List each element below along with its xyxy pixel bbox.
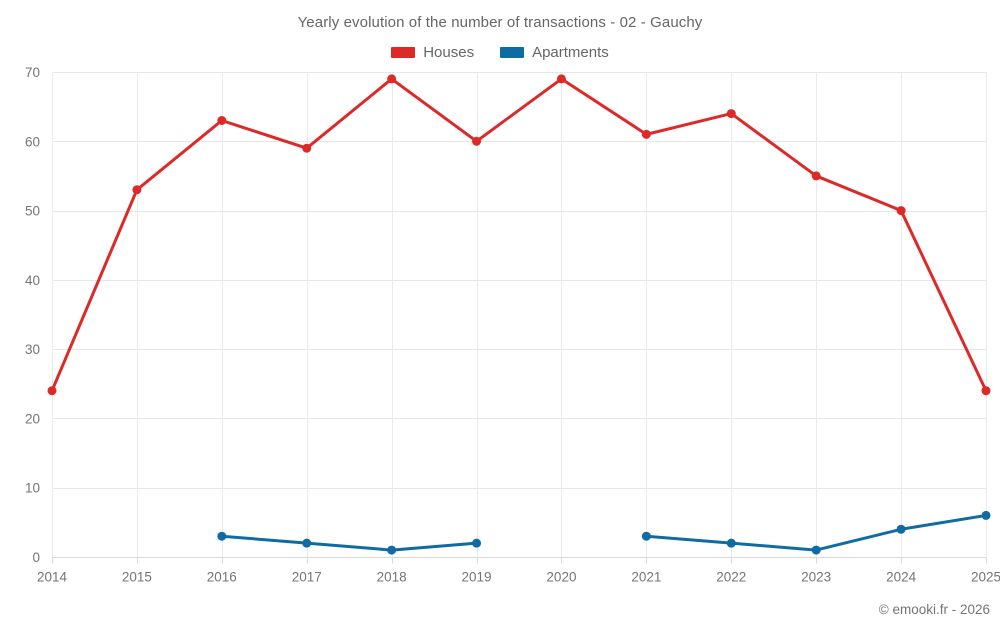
legend-swatch-apartments (500, 47, 525, 58)
x-axis-tick-label: 2018 (377, 570, 407, 585)
y-axis-tick-label: 0 (32, 550, 40, 565)
data-point-marker[interactable] (302, 143, 312, 153)
data-point-marker[interactable] (132, 185, 142, 195)
legend-label-houses: Houses (423, 44, 475, 61)
data-point-marker[interactable] (47, 386, 57, 396)
x-axis-tick-label: 2020 (546, 570, 576, 585)
data-series (47, 74, 991, 555)
y-axis-tick-label: 30 (25, 342, 40, 357)
tick-labels: 0 10 20 30 40 50 60 70 2014 2015 2016 2017 2018 2019 2… (25, 65, 1000, 585)
chart-legend: Houses Apartments (0, 44, 1000, 61)
copyright-credit: © emooki.fr - 2026 (878, 602, 990, 617)
legend-item-apartments[interactable]: Apartments (500, 44, 609, 61)
legend-label-apartments: Apartments (532, 44, 609, 61)
x-axis-tick-label: 2015 (122, 570, 152, 585)
data-point-marker[interactable] (217, 116, 227, 125)
data-point-marker[interactable] (896, 206, 906, 216)
x-axis-tick-label: 2016 (207, 570, 237, 585)
data-point-marker[interactable] (387, 545, 397, 555)
y-axis-tick-label: 20 (25, 411, 40, 426)
x-axis-tick-label: 2024 (886, 570, 917, 585)
x-axis-tick-label: 2017 (292, 570, 322, 585)
data-point-marker[interactable] (556, 74, 566, 84)
series-line (50, 77, 988, 393)
x-axis-tick-label: 2023 (801, 570, 831, 585)
x-axis-tick-label: 2019 (462, 570, 492, 585)
y-axis-tick-label: 40 (25, 273, 40, 288)
y-axis-tick-label: 70 (25, 65, 40, 80)
data-point-marker[interactable] (811, 545, 821, 555)
y-axis-tick-label: 50 (25, 204, 40, 219)
series-apartments (217, 510, 991, 555)
data-point-marker[interactable] (981, 386, 991, 396)
data-point-marker[interactable] (811, 171, 821, 181)
legend-item-houses[interactable]: Houses (391, 44, 474, 61)
data-point-marker[interactable] (641, 129, 651, 139)
chart-title: Yearly evolution of the number of transa… (297, 14, 703, 31)
legend-swatch-houses (391, 47, 416, 58)
data-point-marker[interactable] (896, 524, 906, 534)
x-axis-tick-label: 2014 (37, 570, 68, 585)
series-houses (47, 74, 991, 396)
y-axis-tick-label: 60 (25, 134, 40, 149)
data-point-marker[interactable] (726, 538, 736, 548)
x-axis-tick-label: 2025 (971, 570, 1000, 585)
data-point-marker[interactable] (217, 531, 227, 541)
gridlines (52, 72, 987, 558)
data-point-marker[interactable] (641, 531, 651, 541)
data-point-marker[interactable] (472, 538, 482, 548)
data-point-marker[interactable] (302, 538, 312, 548)
data-point-marker[interactable] (472, 136, 482, 146)
series-line (220, 534, 479, 552)
data-point-marker[interactable] (726, 109, 736, 119)
x-axis-tick-label: 2022 (716, 570, 746, 585)
y-axis-tick-label: 10 (25, 481, 40, 496)
data-point-marker[interactable] (387, 74, 397, 84)
data-point-marker[interactable] (981, 510, 991, 520)
axes (52, 557, 987, 564)
x-axis-tick-label: 2021 (631, 570, 661, 585)
